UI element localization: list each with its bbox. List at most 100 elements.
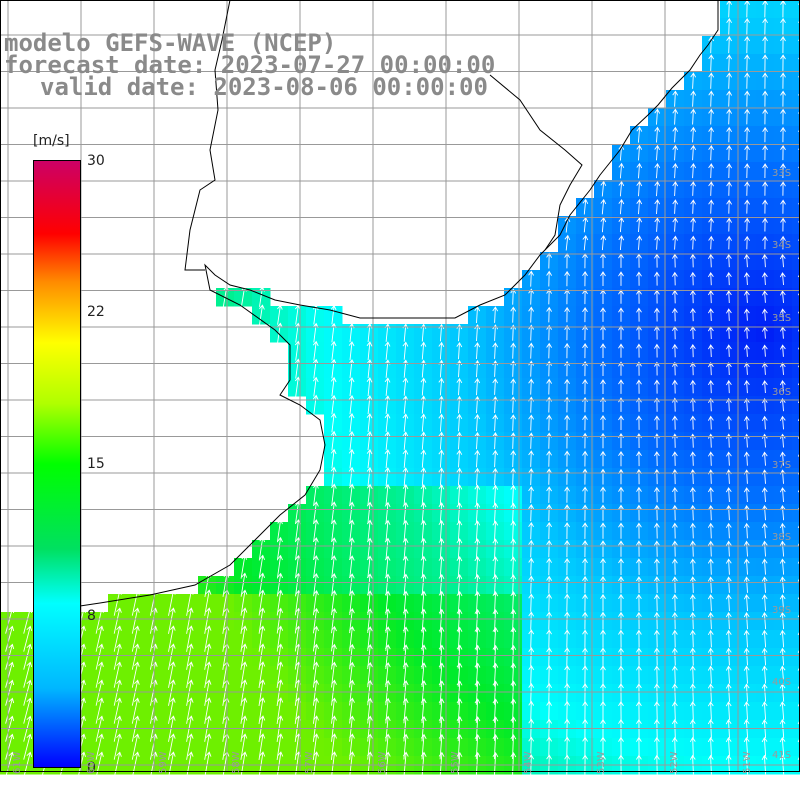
wind-arrow bbox=[654, 397, 660, 412]
wind-arrow bbox=[654, 343, 660, 358]
wind-arrow bbox=[762, 344, 768, 357]
wind-arrow bbox=[779, 380, 786, 394]
wind-arrow bbox=[438, 467, 445, 486]
wind-arrow bbox=[276, 536, 283, 561]
wind-arrow bbox=[168, 733, 176, 760]
wind-arrow bbox=[797, 683, 800, 689]
wind-arrow bbox=[797, 754, 800, 761]
wind-arrow bbox=[113, 589, 122, 616]
wind-arrow bbox=[330, 519, 337, 542]
wind-arrow bbox=[708, 126, 714, 143]
wind-arrow bbox=[690, 253, 696, 268]
wind-arrow bbox=[672, 701, 678, 721]
wind-arrow bbox=[582, 450, 588, 467]
wind-arrow bbox=[726, 344, 732, 357]
wind-arrow bbox=[672, 163, 679, 179]
wind-arrow bbox=[582, 736, 588, 757]
wind-arrow bbox=[780, 126, 786, 143]
wind-arrow bbox=[312, 340, 319, 361]
wind-arrow bbox=[546, 378, 552, 395]
wind-arrow bbox=[797, 630, 800, 636]
wind-arrow bbox=[330, 448, 337, 469]
wind-arrow bbox=[313, 555, 319, 579]
wind-arrow bbox=[402, 413, 409, 432]
wind-arrow bbox=[330, 358, 337, 379]
wind-arrow bbox=[582, 629, 588, 648]
lat-label: 41S bbox=[772, 750, 792, 761]
wind-arrow bbox=[564, 504, 570, 521]
wind-arrow bbox=[743, 683, 750, 702]
wind-arrow bbox=[761, 594, 768, 611]
wind-arrow bbox=[689, 736, 696, 757]
wind-arrow bbox=[23, 697, 33, 724]
wind-arrow bbox=[564, 288, 570, 305]
wind-arrow bbox=[636, 611, 642, 630]
wind-arrow bbox=[113, 625, 122, 652]
wind-arrow bbox=[725, 629, 732, 648]
wind-cell bbox=[792, 684, 800, 703]
wind-arrow bbox=[690, 558, 696, 575]
wind-arrow bbox=[726, 126, 732, 143]
wind-arrow bbox=[384, 519, 391, 542]
wind-arrow bbox=[474, 449, 481, 468]
wind-arrow bbox=[672, 522, 678, 539]
wind-arrow bbox=[762, 36, 768, 54]
wind-arrow bbox=[420, 449, 427, 468]
wind-arrow bbox=[743, 540, 750, 557]
wind-arrow bbox=[690, 90, 697, 107]
wind-arrow bbox=[690, 522, 696, 539]
wind-arrow bbox=[690, 343, 696, 358]
wind-arrow bbox=[95, 643, 104, 670]
wind-arrow bbox=[366, 555, 373, 578]
wind-arrow bbox=[276, 554, 283, 579]
wind-arrow bbox=[582, 343, 588, 359]
wind-arrow bbox=[797, 541, 800, 546]
wind-arrow bbox=[330, 304, 337, 325]
wind-arrow bbox=[743, 736, 750, 757]
wind-arrow bbox=[672, 126, 679, 143]
wind-cell bbox=[792, 198, 800, 217]
lon-label: 53W bbox=[596, 751, 607, 774]
wind-arrow bbox=[474, 520, 481, 541]
wind-arrow bbox=[797, 612, 800, 618]
wind-arrow bbox=[762, 126, 768, 143]
wind-arrow bbox=[582, 361, 588, 377]
wind-arrow bbox=[636, 451, 642, 467]
wind-arrow bbox=[762, 54, 768, 71]
wind-arrow bbox=[95, 607, 104, 634]
wind-arrow bbox=[348, 519, 355, 542]
wind-arrow bbox=[797, 648, 800, 654]
wind-arrow bbox=[780, 308, 786, 321]
wind-arrow bbox=[204, 589, 212, 616]
wind-arrow bbox=[654, 162, 661, 179]
wind-arrow bbox=[582, 198, 589, 215]
wind-arrow bbox=[528, 342, 534, 359]
wind-arrow bbox=[797, 559, 800, 564]
wind-arrow bbox=[330, 412, 337, 433]
wind-arrow bbox=[779, 736, 786, 757]
wind-arrow bbox=[420, 341, 427, 360]
wind-arrow bbox=[564, 593, 570, 612]
wind-arrow bbox=[779, 612, 786, 630]
wind-arrow bbox=[600, 450, 606, 467]
wind-arrow bbox=[600, 486, 606, 503]
wind-arrow bbox=[618, 343, 624, 358]
wind-arrow bbox=[240, 607, 248, 634]
wind-arrow bbox=[761, 701, 768, 720]
wind-arrow bbox=[168, 697, 176, 724]
wind-arrow bbox=[402, 537, 409, 560]
wind-arrow bbox=[113, 643, 122, 670]
wind-arrow bbox=[690, 540, 696, 557]
wind-arrow bbox=[654, 576, 660, 594]
wind-arrow bbox=[725, 522, 732, 539]
wind-arrow bbox=[528, 270, 534, 287]
wind-arrow bbox=[618, 379, 624, 394]
wind-arrow bbox=[474, 413, 481, 432]
wind-arrow bbox=[654, 217, 661, 232]
wind-arrow bbox=[779, 665, 786, 684]
wind-arrow bbox=[402, 467, 409, 486]
wind-arrow bbox=[492, 502, 499, 523]
wind-arrow bbox=[564, 682, 570, 703]
wind-arrow bbox=[366, 573, 373, 596]
wind-arrow bbox=[636, 576, 642, 594]
